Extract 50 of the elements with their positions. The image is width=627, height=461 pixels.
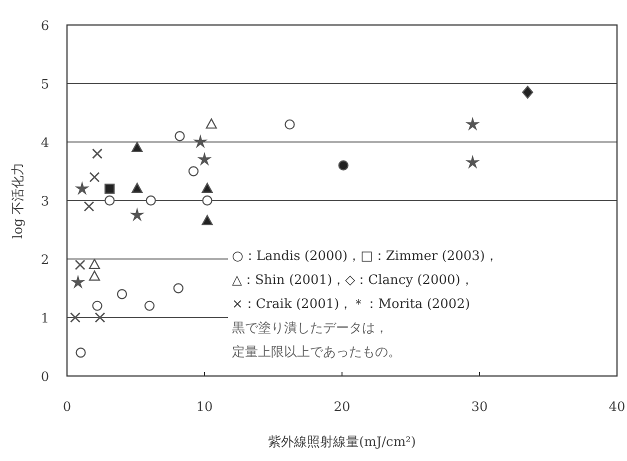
x-tick-label: 40 [608,400,626,415]
y-tick-label: 0 [40,370,50,385]
y-tick-label: 3 [40,194,50,210]
annotation: 黒で塗り潰したデータは， [232,321,388,336]
x-tick-label: 20 [334,400,350,415]
x-tick-label: 0 [62,400,72,415]
point [88,270,100,281]
annotation: ×：Craik (2001)，＊：Morita (2002) [232,297,470,312]
x-tick-label: 30 [471,400,488,415]
point [116,289,128,300]
annotation: 定量上限以上であったもの。 [232,345,401,360]
y-tick-label: 2 [40,253,50,268]
point [132,142,143,152]
point [94,312,106,323]
point [188,166,199,176]
point [76,182,88,194]
point [206,118,217,129]
point [76,348,86,358]
point [466,118,479,130]
point [92,300,102,311]
point [202,182,213,193]
point [202,195,212,206]
point [131,208,144,220]
point [194,136,206,148]
point [88,258,100,270]
annotation: △：Shin (2001)，◇：Clancy (2000)， [232,273,474,288]
point [70,312,80,323]
point [74,260,86,270]
point [146,195,156,206]
point [284,119,295,130]
point [72,276,84,288]
y-axis-title: log 不活化力 [11,162,26,239]
point [466,156,479,168]
point [144,300,155,311]
x-axis-title: 紫外線照射線量(mJ/cm²) [268,435,416,450]
y-tick-label: 4 [40,136,50,151]
point [132,182,143,193]
y-tick-label: 1 [40,312,50,326]
point [104,195,115,206]
y-tick-label: 5 [40,78,50,92]
point [89,172,100,182]
point [174,131,185,142]
point [198,153,211,165]
point [202,214,213,226]
y-tick-label: 6 [40,19,50,34]
point [84,201,94,212]
annotation: ○：Landis (2000)，□：Zimmer (2003)， [232,249,498,264]
point [173,283,184,294]
x-tick-label: 10 [196,400,213,415]
point [92,148,102,159]
